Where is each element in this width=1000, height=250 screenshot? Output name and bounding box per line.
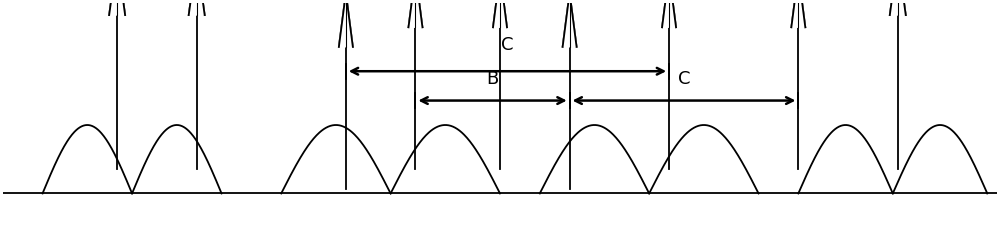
Polygon shape xyxy=(493,0,507,27)
Polygon shape xyxy=(563,0,577,47)
Polygon shape xyxy=(189,0,205,15)
Polygon shape xyxy=(109,0,125,15)
Polygon shape xyxy=(409,0,422,27)
Polygon shape xyxy=(339,0,353,47)
Text: C: C xyxy=(678,70,690,88)
Text: C: C xyxy=(501,36,514,54)
Polygon shape xyxy=(791,0,805,27)
Polygon shape xyxy=(890,0,906,15)
Polygon shape xyxy=(662,0,676,27)
Text: B: B xyxy=(486,70,499,88)
